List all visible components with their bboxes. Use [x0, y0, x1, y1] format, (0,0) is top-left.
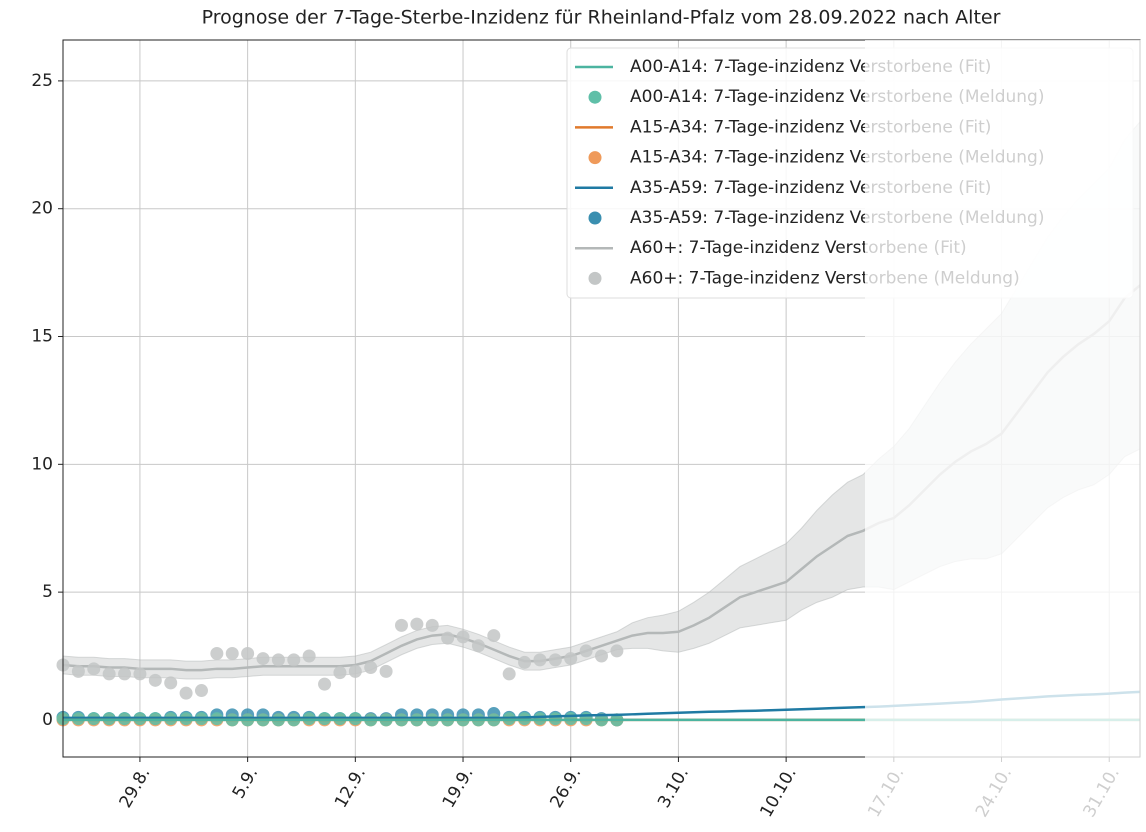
report-point: [118, 667, 132, 681]
report-point: [225, 646, 239, 660]
report-point: [564, 652, 578, 666]
legend-swatch: [588, 271, 602, 285]
legend-label: A35-A59: 7-Tage-inzidenz Verstorbene (Fi…: [630, 178, 991, 198]
y-tick-label: 20: [31, 199, 53, 219]
legend-label: A15-A34: 7-Tage-inzidenz Verstorbene (Me…: [630, 148, 1044, 168]
legend-label: A60+: 7-Tage-inzidenz Verstorbene (Meldu…: [630, 268, 1020, 288]
legend-label: A15-A34: 7-Tage-inzidenz Verstorbene (Fi…: [630, 117, 991, 137]
report-point: [595, 649, 608, 663]
legend-label: A35-A59: 7-Tage-inzidenz Verstorbene (Me…: [630, 208, 1044, 228]
report-point: [564, 712, 578, 726]
legend-swatch: [588, 211, 602, 225]
x-tick-label: 12.9.: [331, 764, 370, 811]
report-point: [194, 684, 208, 698]
x-tick-label: 29.8.: [116, 764, 155, 811]
report-point: [579, 644, 593, 658]
report-point: [87, 662, 101, 676]
report-point: [548, 653, 562, 667]
legend-label: A60+: 7-Tage-inzidenz Verstorbene (Fit): [630, 238, 967, 258]
report-point: [348, 664, 362, 678]
x-tick-label: 19.9.: [439, 764, 478, 811]
report-point: [133, 667, 147, 681]
y-tick-label: 10: [31, 454, 53, 474]
report-point: [441, 631, 455, 645]
x-tick-label: 24.10.: [972, 764, 1016, 821]
report-point: [518, 712, 532, 726]
fit-line: [63, 690, 1141, 720]
report-point: [533, 712, 547, 726]
report-point: [502, 667, 516, 681]
legend-swatch: [588, 90, 602, 104]
report-point: [471, 639, 485, 653]
y-tick-label: 5: [42, 582, 53, 602]
report-point: [333, 666, 347, 680]
report-point: [533, 653, 547, 667]
x-tick-label: 3.10.: [654, 764, 693, 811]
report-point: [548, 712, 562, 726]
report-point: [164, 676, 178, 690]
y-tick-label: 15: [31, 327, 53, 347]
x-tick-label: 17.10.: [864, 764, 908, 821]
report-point: [241, 646, 255, 660]
report-point: [302, 649, 316, 663]
report-point: [210, 646, 224, 660]
y-tick-label: 0: [42, 710, 53, 730]
report-point: [379, 664, 393, 678]
legend-label: A00-A14: 7-Tage-inzidenz Verstorbene (Fi…: [630, 57, 991, 77]
report-point: [271, 653, 285, 667]
report-point: [102, 667, 116, 681]
legend-box: [566, 47, 1134, 299]
report-point: [364, 661, 378, 675]
chart-title: Prognose der 7-Tage-Sterbe-Inzidenz für …: [202, 7, 1001, 29]
x-tick-label: 10.10.: [756, 764, 800, 821]
report-point: [425, 618, 439, 632]
report-point: [518, 655, 532, 669]
x-tick-label: 31.10.: [1080, 764, 1124, 821]
report-point: [456, 630, 470, 644]
report-point: [487, 629, 501, 643]
report-point: [287, 653, 301, 667]
report-point: [179, 686, 193, 700]
report-point: [610, 644, 624, 658]
legend-swatch: [588, 151, 602, 165]
y-tick-label: 25: [31, 71, 53, 91]
report-point: [148, 673, 162, 687]
report-point: [71, 664, 85, 678]
legend: A00-A14: 7-Tage-inzidenz Verstorbene (Fi…: [566, 47, 1134, 299]
report-point: [318, 677, 332, 691]
x-tick-label: 26.9.: [546, 764, 585, 811]
x-tick-label: 5.9.: [229, 764, 263, 802]
report-point: [410, 617, 424, 631]
legend-label: A00-A14: 7-Tage-inzidenz Verstorbene (Me…: [630, 87, 1044, 107]
report-point: [394, 618, 408, 632]
report-point: [256, 652, 270, 666]
